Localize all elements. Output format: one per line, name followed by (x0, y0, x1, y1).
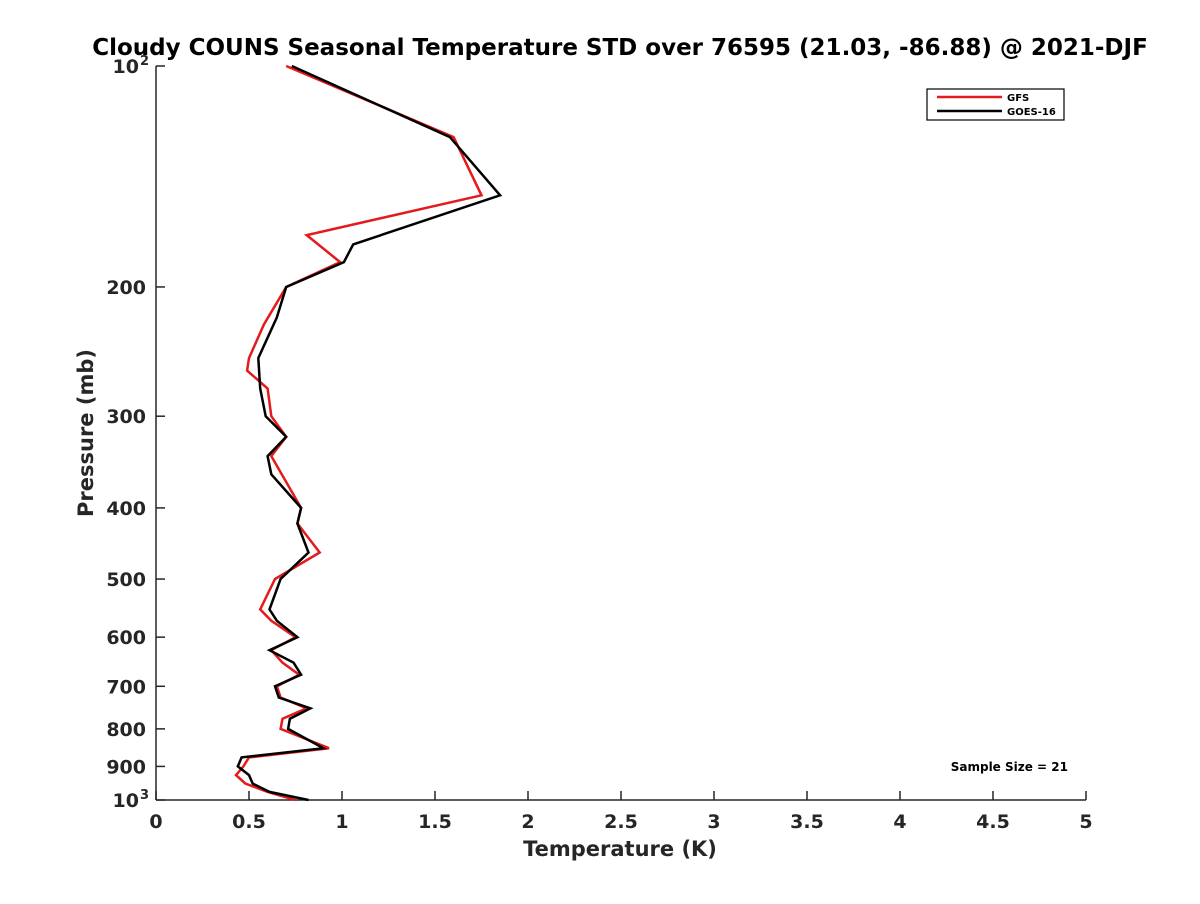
y-tick-label-exponent: 3 (140, 788, 149, 803)
y-tick-label-base: 10 (113, 56, 139, 78)
y-tick-label-base: 800 (106, 719, 146, 741)
y-tick-label: 300 (106, 406, 146, 428)
legend-label-goes-16: GOES-16 (1007, 107, 1056, 118)
x-tick-label: 4.5 (976, 811, 1010, 833)
series-lines (234, 64, 503, 802)
y-tick-label: 700 (106, 676, 146, 698)
y-tick-label-base: 700 (106, 676, 146, 698)
series-line-goes-16 (236, 64, 503, 802)
x-tick-label: 5 (1079, 811, 1092, 833)
y-tick-label-base: 200 (106, 277, 146, 299)
x-tick-label: 3 (707, 811, 720, 833)
x-tick-label: 1.5 (418, 811, 452, 833)
y-tick-label-base: 400 (106, 498, 146, 520)
y-tick-label-base: 600 (106, 627, 146, 649)
x-tick-label: 2.5 (604, 811, 638, 833)
x-tick-label: 2 (521, 811, 534, 833)
y-tick-label-base: 10 (113, 790, 139, 812)
y-tick-label: 900 (106, 756, 146, 778)
y-tick-label-base: 900 (106, 756, 146, 778)
x-ticks: 0 0.5 1 1.5 2 2.5 3 3.5 4 4.5 5 (149, 791, 1093, 833)
y-tick-label: 10 (113, 790, 139, 812)
x-tick-label: 1 (335, 811, 348, 833)
x-tick-label: 0.5 (232, 811, 266, 833)
y-tick-label: 800 (106, 719, 146, 741)
y-tick-label: 500 (106, 569, 146, 591)
y-tick-label: 10 (113, 56, 139, 78)
y-tick-label: 600 (106, 627, 146, 649)
plot-area: 0 0.5 1 1.5 2 2.5 3 3.5 4 4.5 5 10 2200300400500600… (106, 54, 1092, 833)
legend-box (926, 88, 1065, 121)
y-axis-label: Pressure (mb) (74, 349, 98, 517)
x-tick-label: 0 (149, 811, 162, 833)
y-tick-label-base: 300 (106, 406, 146, 428)
sample-size-annotation: Sample Size = 21 (951, 760, 1068, 774)
y-tick-label-base: 500 (106, 569, 146, 591)
legend-label-gfs: GFS (1007, 93, 1029, 104)
x-axis-label: Temperature (K) (523, 837, 717, 861)
x-tick-label: 4 (893, 811, 906, 833)
y-tick-label: 200 (106, 277, 146, 299)
y-tick-label: 400 (106, 498, 146, 520)
x-tick-label: 3.5 (790, 811, 824, 833)
chart-title: Cloudy COUNS Seasonal Temperature STD ov… (92, 35, 1148, 61)
y-tick-label-exponent: 2 (140, 54, 149, 69)
legend: GFS GOES-16 (926, 88, 1065, 121)
